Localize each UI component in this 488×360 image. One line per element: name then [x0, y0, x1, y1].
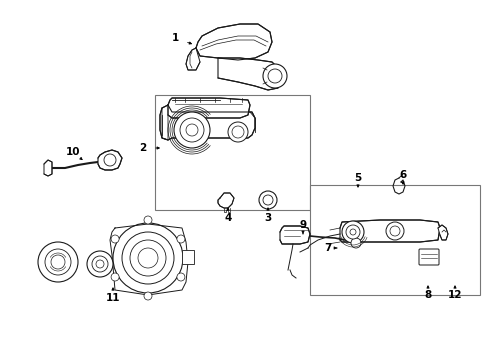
Polygon shape — [218, 193, 234, 208]
Circle shape — [111, 235, 119, 243]
Text: 1: 1 — [171, 33, 178, 43]
Polygon shape — [185, 48, 200, 70]
Circle shape — [227, 122, 247, 142]
Circle shape — [389, 226, 399, 236]
Circle shape — [267, 69, 282, 83]
Circle shape — [177, 235, 184, 243]
Text: 12: 12 — [447, 290, 461, 300]
Circle shape — [87, 251, 113, 277]
Text: 5: 5 — [354, 173, 361, 183]
Polygon shape — [339, 220, 439, 242]
Circle shape — [385, 222, 403, 240]
Polygon shape — [98, 150, 122, 170]
Circle shape — [143, 292, 152, 300]
Circle shape — [341, 221, 363, 243]
Text: 7: 7 — [324, 243, 331, 253]
Polygon shape — [280, 226, 309, 244]
Circle shape — [104, 154, 116, 166]
Circle shape — [96, 260, 104, 268]
Text: 2: 2 — [139, 143, 146, 153]
Polygon shape — [437, 225, 447, 240]
Polygon shape — [44, 160, 52, 176]
Circle shape — [263, 195, 272, 205]
Text: 4: 4 — [224, 213, 231, 223]
Text: 10: 10 — [65, 147, 80, 157]
Circle shape — [180, 118, 203, 142]
Text: 9: 9 — [299, 220, 306, 230]
Circle shape — [113, 223, 183, 293]
Text: 11: 11 — [105, 293, 120, 303]
Circle shape — [349, 229, 355, 235]
Circle shape — [231, 126, 244, 138]
Circle shape — [263, 64, 286, 88]
Text: 6: 6 — [399, 170, 406, 180]
Polygon shape — [160, 105, 254, 140]
Circle shape — [45, 249, 71, 275]
Circle shape — [138, 248, 158, 268]
Bar — [182, 250, 194, 264]
Circle shape — [143, 216, 152, 224]
Circle shape — [111, 273, 119, 281]
Polygon shape — [168, 98, 249, 118]
Circle shape — [259, 191, 276, 209]
Polygon shape — [218, 58, 280, 90]
Text: 8: 8 — [424, 290, 431, 300]
Circle shape — [130, 240, 165, 276]
Circle shape — [185, 124, 198, 136]
Bar — [309, 185, 479, 295]
Polygon shape — [196, 24, 271, 60]
Circle shape — [346, 225, 359, 239]
FancyBboxPatch shape — [418, 249, 438, 265]
Circle shape — [92, 256, 108, 272]
Text: 3: 3 — [264, 213, 271, 223]
Circle shape — [177, 273, 184, 281]
Circle shape — [122, 232, 174, 284]
Circle shape — [51, 255, 65, 269]
Circle shape — [350, 238, 360, 248]
Bar — [155, 95, 309, 210]
Circle shape — [38, 242, 78, 282]
Circle shape — [174, 112, 209, 148]
